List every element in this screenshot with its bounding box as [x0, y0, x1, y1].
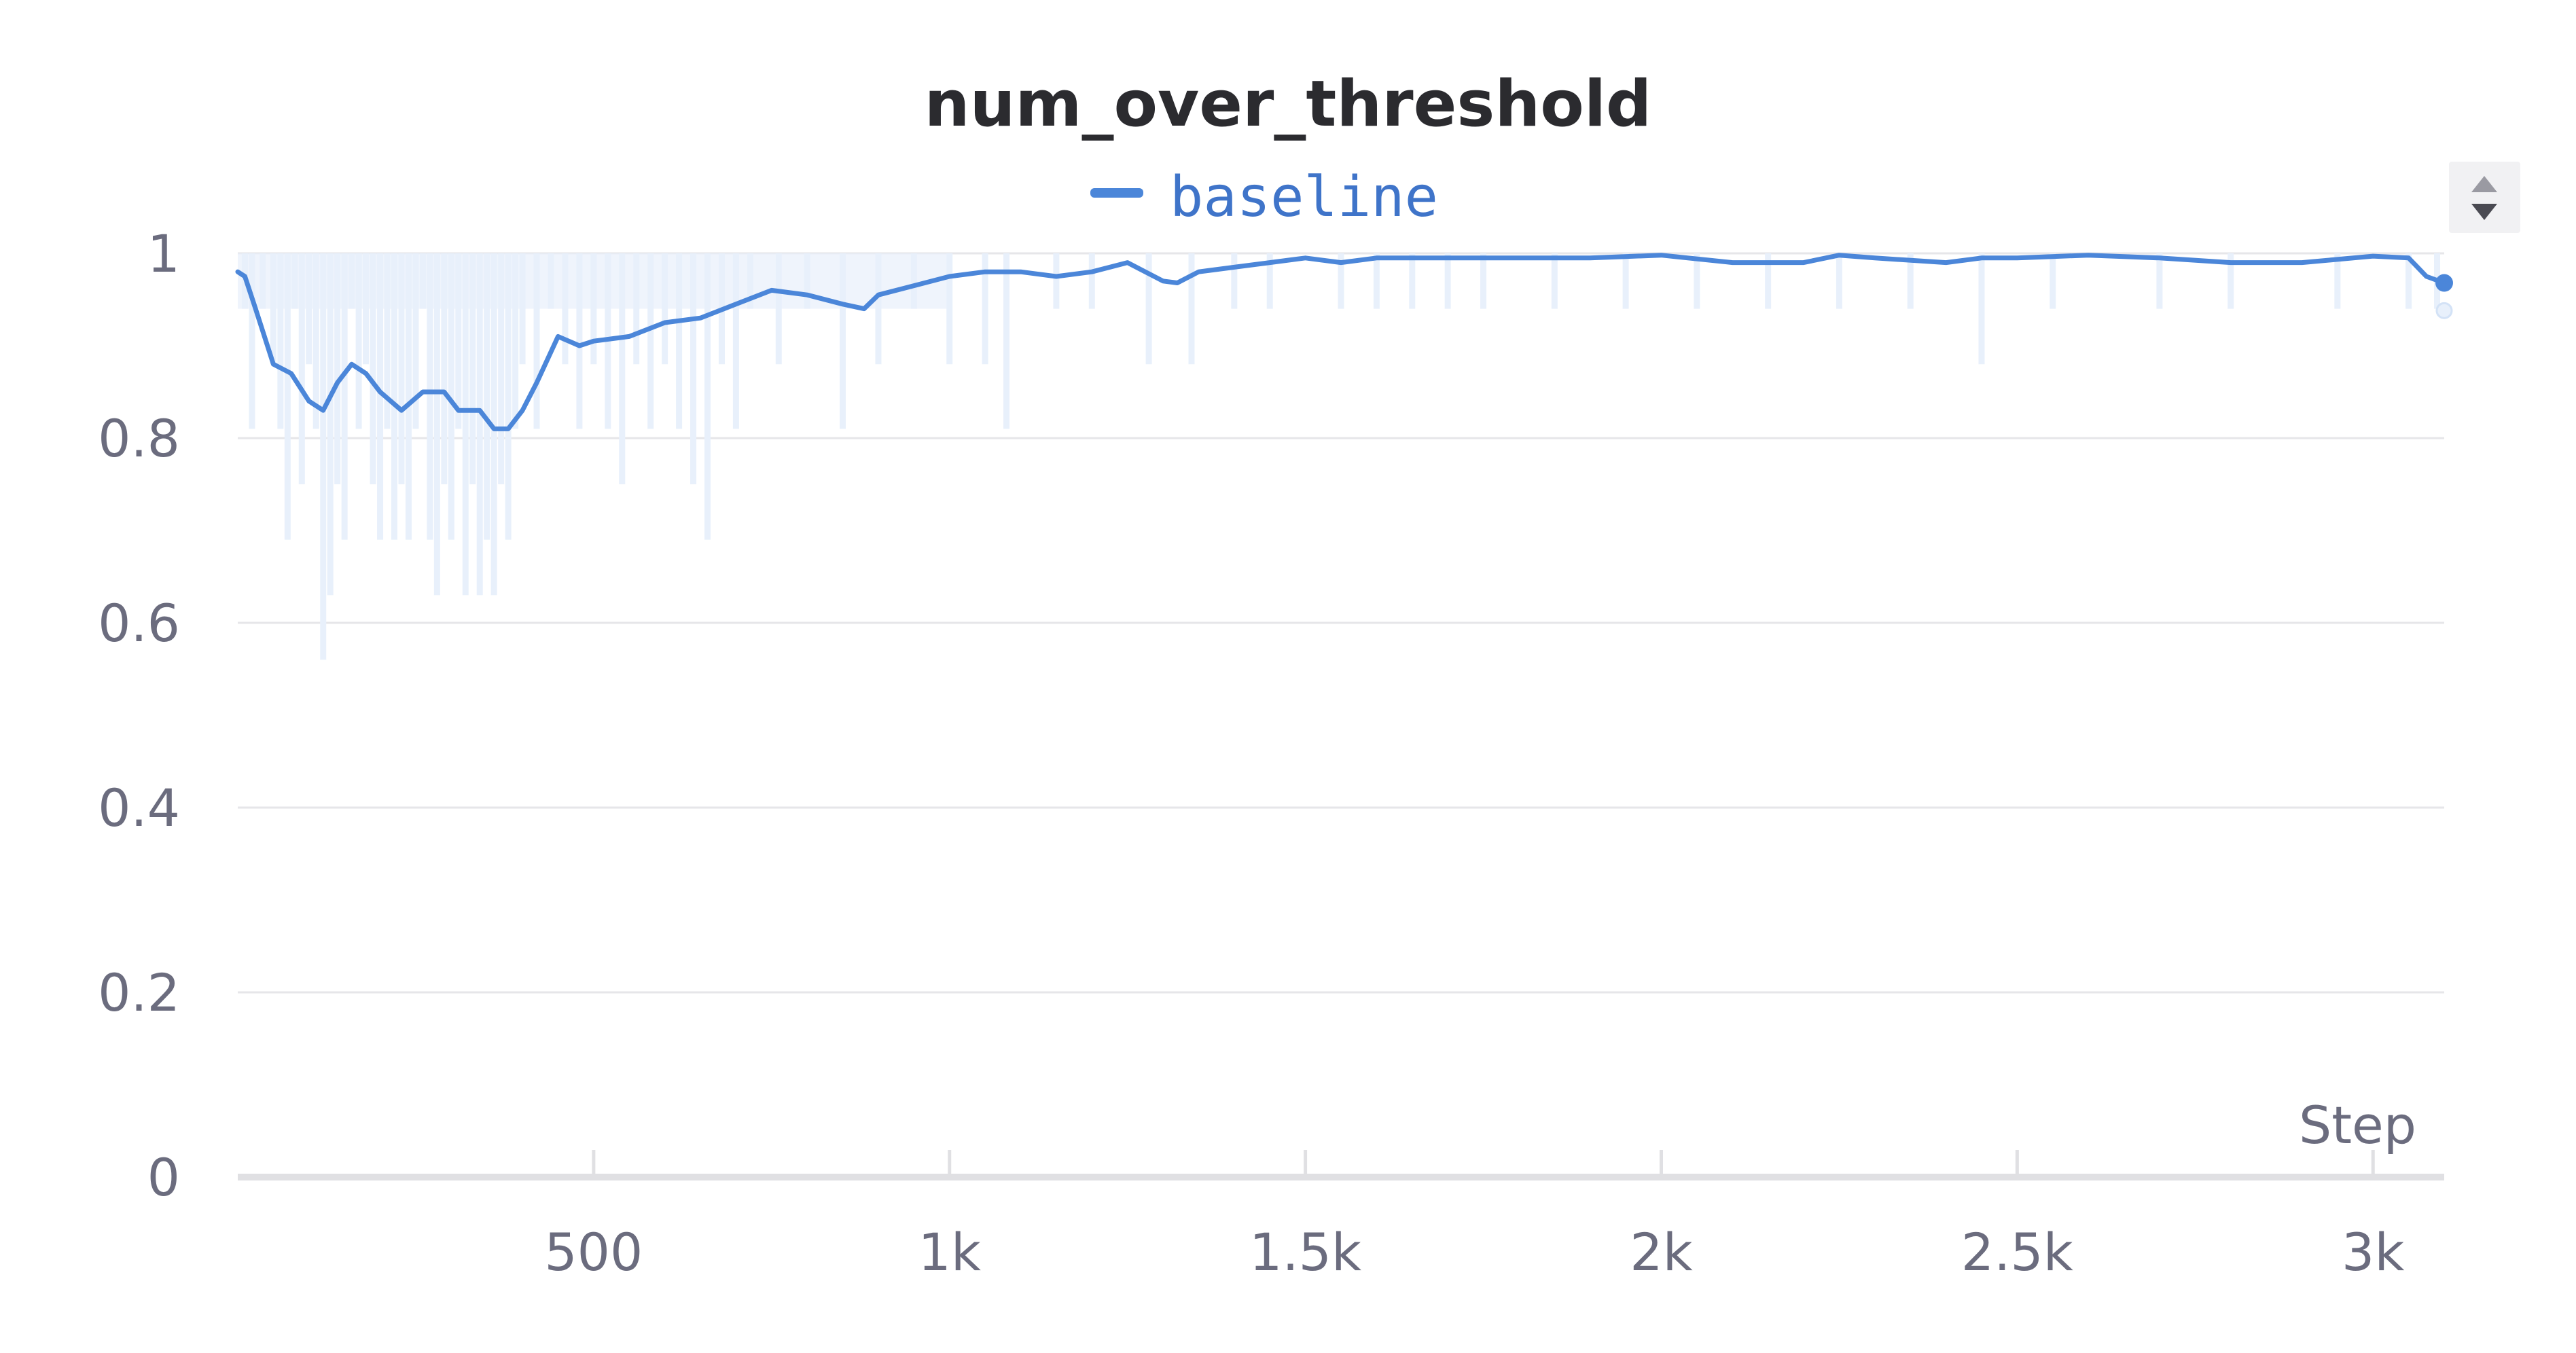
series-line-baseline	[235, 253, 2447, 431]
up-arrow-icon[interactable]	[2471, 176, 2497, 192]
x-axis-tick-label: 2.5k	[1961, 1222, 2073, 1282]
raw-values-series	[238, 253, 2441, 660]
x-axis-tick-labels: 500 1k 1.5k 2k 2.5k 3k	[544, 1222, 2404, 1282]
x-axis	[238, 1150, 2444, 1180]
y-axis-tick-label: 0.4	[98, 778, 180, 838]
x-axis-tick-label: 1.5k	[1249, 1222, 1361, 1282]
legend[interactable]: baseline	[1090, 165, 1438, 230]
x-axis-tick-label: 2k	[1630, 1222, 1692, 1282]
last-raw-point-marker	[2435, 302, 2453, 319]
legend-line-swatch	[1090, 188, 1143, 198]
chart-title: num_over_threshold	[925, 67, 1652, 141]
y-axis-tick-label: 0.6	[98, 593, 180, 653]
x-axis-tick-label: 500	[544, 1222, 643, 1282]
x-axis-tick-label: 1k	[918, 1222, 981, 1282]
y-axis-tick-label: 1	[147, 223, 180, 284]
y-axis-tick-label: 0	[147, 1147, 180, 1208]
y-axis-tick-label: 0.8	[98, 408, 180, 469]
x-axis-label: Step	[2299, 1095, 2416, 1155]
down-arrow-icon[interactable]	[2471, 204, 2497, 220]
last-point-marker	[2435, 274, 2453, 292]
grid-lines	[238, 252, 2444, 994]
legend-scroll-background	[2449, 162, 2520, 233]
legend-scroll-control[interactable]	[2449, 162, 2520, 233]
legend-label-baseline: baseline	[1170, 165, 1438, 230]
y-axis-tick-labels: 0 0.2 0.4 0.6 0.8 1	[98, 223, 180, 1208]
y-axis-tick-label: 0.2	[98, 962, 180, 1023]
x-axis-tick-label: 3k	[2342, 1222, 2404, 1282]
plot-area	[235, 253, 2453, 431]
